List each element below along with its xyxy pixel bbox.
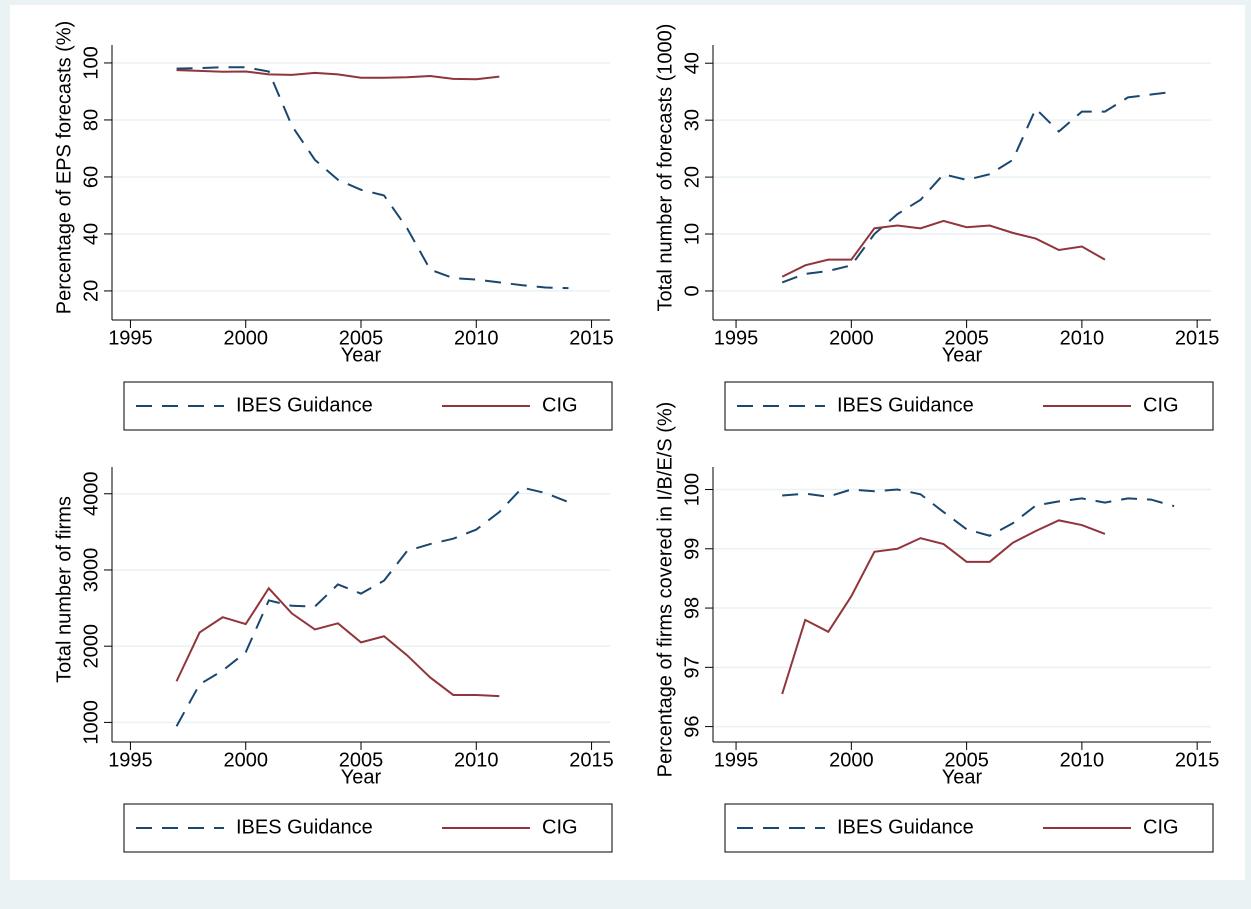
x-axis-title: Year	[942, 344, 983, 366]
x-tick-label: 2015	[569, 749, 614, 771]
legend-label: IBES Guidance	[236, 816, 373, 838]
y-tick-label: 100	[681, 473, 703, 506]
y-tick-label: 3000	[80, 548, 102, 593]
legend-box	[123, 803, 613, 853]
x-tick-label: 2015	[1175, 327, 1220, 349]
series-line	[176, 69, 500, 81]
legend-label: IBES Guidance	[837, 816, 974, 838]
y-tick-label: 97	[681, 656, 703, 678]
x-tick-label: 1995	[714, 327, 759, 349]
y-tick-label: 40	[80, 223, 102, 245]
x-tick-label: 2000	[829, 327, 874, 349]
x-tick-label: 2000	[223, 749, 268, 771]
x-tick-label: 1995	[108, 749, 153, 771]
y-tick-label: 100	[80, 46, 102, 79]
x-tick-label: 2005	[339, 749, 384, 771]
x-tick-label: 2015	[1175, 749, 1220, 771]
y-tick-label: 1000	[80, 700, 102, 745]
legend-box	[123, 381, 613, 431]
x-axis-title: Year	[942, 766, 983, 788]
y-tick-label: 20	[80, 280, 102, 302]
x-axis-title: Year	[341, 766, 382, 788]
y-axis-title: Total number of forecasts (1000)	[654, 24, 676, 312]
series-line	[176, 66, 569, 290]
legend-box	[724, 803, 1214, 853]
legend-label: CIG	[542, 394, 578, 416]
y-tick-label: 99	[681, 538, 703, 560]
series-line	[781, 219, 1106, 278]
x-tick-label: 2005	[339, 327, 384, 349]
legend-label: CIG	[1143, 816, 1179, 838]
x-tick-label: 2000	[829, 749, 874, 771]
legend-label: IBES Guidance	[236, 394, 373, 416]
series-line	[781, 519, 1106, 695]
y-tick-label: 60	[80, 166, 102, 188]
x-tick-label: 1995	[108, 327, 153, 349]
y-tick-label: 98	[681, 597, 703, 619]
y-tick-label: 20	[681, 166, 703, 188]
y-tick-label: 96	[681, 715, 703, 737]
y-axis-title: Total number of firms	[53, 496, 75, 683]
x-axis-title: Year	[341, 344, 382, 366]
series-line	[781, 90, 1175, 284]
series-line	[782, 488, 1175, 537]
x-tick-label: 2000	[223, 327, 268, 349]
x-tick-label: 2005	[944, 749, 989, 771]
legend-label: IBES Guidance	[837, 394, 974, 416]
x-tick-label: 2010	[1060, 749, 1105, 771]
series-line	[175, 586, 500, 698]
x-tick-label: 2010	[454, 749, 499, 771]
legend-label: CIG	[542, 816, 578, 838]
legend-label: CIG	[1143, 394, 1179, 416]
y-tick-label: 40	[681, 52, 703, 74]
x-tick-label: 2010	[454, 327, 499, 349]
y-tick-label: 80	[80, 109, 102, 131]
y-tick-label: 4000	[80, 472, 102, 517]
x-tick-label: 2005	[944, 327, 989, 349]
y-tick-label: 2000	[80, 624, 102, 669]
y-axis-title: Percentage of firms covered in I/B/E/S (…	[654, 402, 676, 778]
legend-box	[724, 381, 1214, 431]
x-tick-label: 1995	[714, 749, 759, 771]
figure-panel	[10, 5, 1245, 880]
y-tick-label: 10	[681, 223, 703, 245]
x-tick-label: 2015	[569, 327, 614, 349]
x-tick-label: 2010	[1060, 327, 1105, 349]
y-axis-title: Percentage of EPS forecasts (%)	[53, 21, 75, 314]
y-tick-label: 0	[681, 285, 703, 296]
y-tick-label: 30	[681, 109, 703, 131]
